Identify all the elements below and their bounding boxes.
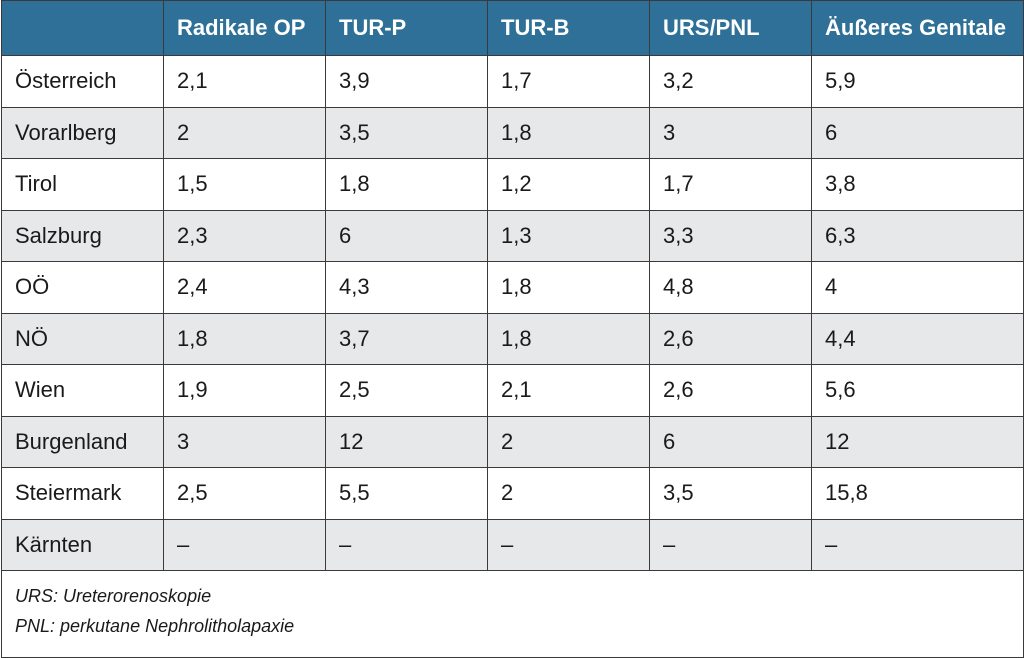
value-cell: – (811, 518, 1024, 571)
value-cell: 1,5 (163, 158, 326, 211)
value-cell: 5,6 (811, 364, 1024, 417)
value-cell: 3 (649, 106, 812, 159)
value-cell: – (649, 518, 812, 571)
value-cell: 6 (649, 415, 812, 468)
value-cell: 1,8 (487, 261, 650, 314)
value-cell: 2 (163, 106, 326, 159)
region-cell: Steiermark (1, 467, 164, 520)
region-cell: Kärnten (1, 518, 164, 571)
value-cell: 3,5 (325, 106, 488, 159)
value-cell: 4,8 (649, 261, 812, 314)
value-cell: 3 (163, 415, 326, 468)
value-cell: 2,1 (163, 55, 326, 108)
header-cell-region (1, 0, 164, 56)
table-row: OÖ 2,4 4,3 1,8 4,8 4 (1, 261, 1024, 314)
value-cell: 3,7 (325, 312, 488, 365)
value-cell: 3,8 (811, 158, 1024, 211)
value-cell: 2,5 (325, 364, 488, 417)
table-row: Salzburg 2,3 6 1,3 3,3 6,3 (1, 209, 1024, 262)
value-cell: 15,8 (811, 467, 1024, 520)
header-cell-aeusseres-genitale: Äußeres Genitale (811, 0, 1024, 56)
value-cell: 2 (487, 467, 650, 520)
value-cell: 3,9 (325, 55, 488, 108)
table-footnotes: URS: Ureterorenoskopie PNL: perkutane Ne… (1, 570, 1024, 658)
value-cell: 4 (811, 261, 1024, 314)
region-cell: NÖ (1, 312, 164, 365)
value-cell: 1,8 (163, 312, 326, 365)
region-cell: Österreich (1, 55, 164, 108)
value-cell: 3,5 (649, 467, 812, 520)
value-cell: 3,3 (649, 209, 812, 262)
table-row: Vorarlberg 2 3,5 1,8 3 6 (1, 106, 1024, 159)
value-cell: – (163, 518, 326, 571)
table-row: Wien 1,9 2,5 2,1 2,6 5,6 (1, 364, 1024, 417)
value-cell: 1,2 (487, 158, 650, 211)
region-cell: OÖ (1, 261, 164, 314)
value-cell: 2,6 (649, 364, 812, 417)
value-cell: 2 (487, 415, 650, 468)
header-cell-tur-p: TUR-P (325, 0, 488, 56)
footnote-urs: URS: Ureterorenoskopie (15, 586, 212, 606)
value-cell: 6,3 (811, 209, 1024, 262)
header-cell-radikale-op: Radikale OP (163, 0, 326, 56)
value-cell: 1,8 (487, 106, 650, 159)
value-cell: 2,6 (649, 312, 812, 365)
value-cell: 6 (325, 209, 488, 262)
footnote-pnl: PNL: perkutane Nephrolitholapaxie (15, 616, 295, 636)
value-cell: 2,1 (487, 364, 650, 417)
value-cell: 5,9 (811, 55, 1024, 108)
value-cell: 2,3 (163, 209, 326, 262)
table-row: NÖ 1,8 3,7 1,8 2,6 4,4 (1, 312, 1024, 365)
table-row: Steiermark 2,5 5,5 2 3,5 15,8 (1, 467, 1024, 520)
table-row: Kärnten – – – – – (1, 518, 1024, 571)
table-row: Tirol 1,5 1,8 1,2 1,7 3,8 (1, 158, 1024, 211)
value-cell: 4,4 (811, 312, 1024, 365)
value-cell: 12 (325, 415, 488, 468)
table-footnote-row: URS: Ureterorenoskopie PNL: perkutane Ne… (1, 570, 1024, 658)
value-cell: 1,7 (649, 158, 812, 211)
value-cell: 1,9 (163, 364, 326, 417)
value-cell: 12 (811, 415, 1024, 468)
value-cell: 6 (811, 106, 1024, 159)
table-row: Österreich 2,1 3,9 1,7 3,2 5,9 (1, 55, 1024, 108)
value-cell: 3,2 (649, 55, 812, 108)
value-cell: 2,5 (163, 467, 326, 520)
value-cell: 1,8 (487, 312, 650, 365)
region-cell: Vorarlberg (1, 106, 164, 159)
value-cell: – (325, 518, 488, 571)
value-cell: – (487, 518, 650, 571)
value-cell: 2,4 (163, 261, 326, 314)
table-row: Burgenland 3 12 2 6 12 (1, 415, 1024, 468)
region-cell: Wien (1, 364, 164, 417)
value-cell: 4,3 (325, 261, 488, 314)
region-cell: Salzburg (1, 209, 164, 262)
header-cell-urs-pnl: URS/PNL (649, 0, 812, 56)
value-cell: 1,8 (325, 158, 488, 211)
region-cell: Burgenland (1, 415, 164, 468)
value-cell: 1,7 (487, 55, 650, 108)
value-cell: 5,5 (325, 467, 488, 520)
value-cell: 1,3 (487, 209, 650, 262)
table-header-row: Radikale OP TUR-P TUR-B URS/PNL Äußeres … (1, 0, 1024, 56)
header-cell-tur-b: TUR-B (487, 0, 650, 56)
region-cell: Tirol (1, 158, 164, 211)
